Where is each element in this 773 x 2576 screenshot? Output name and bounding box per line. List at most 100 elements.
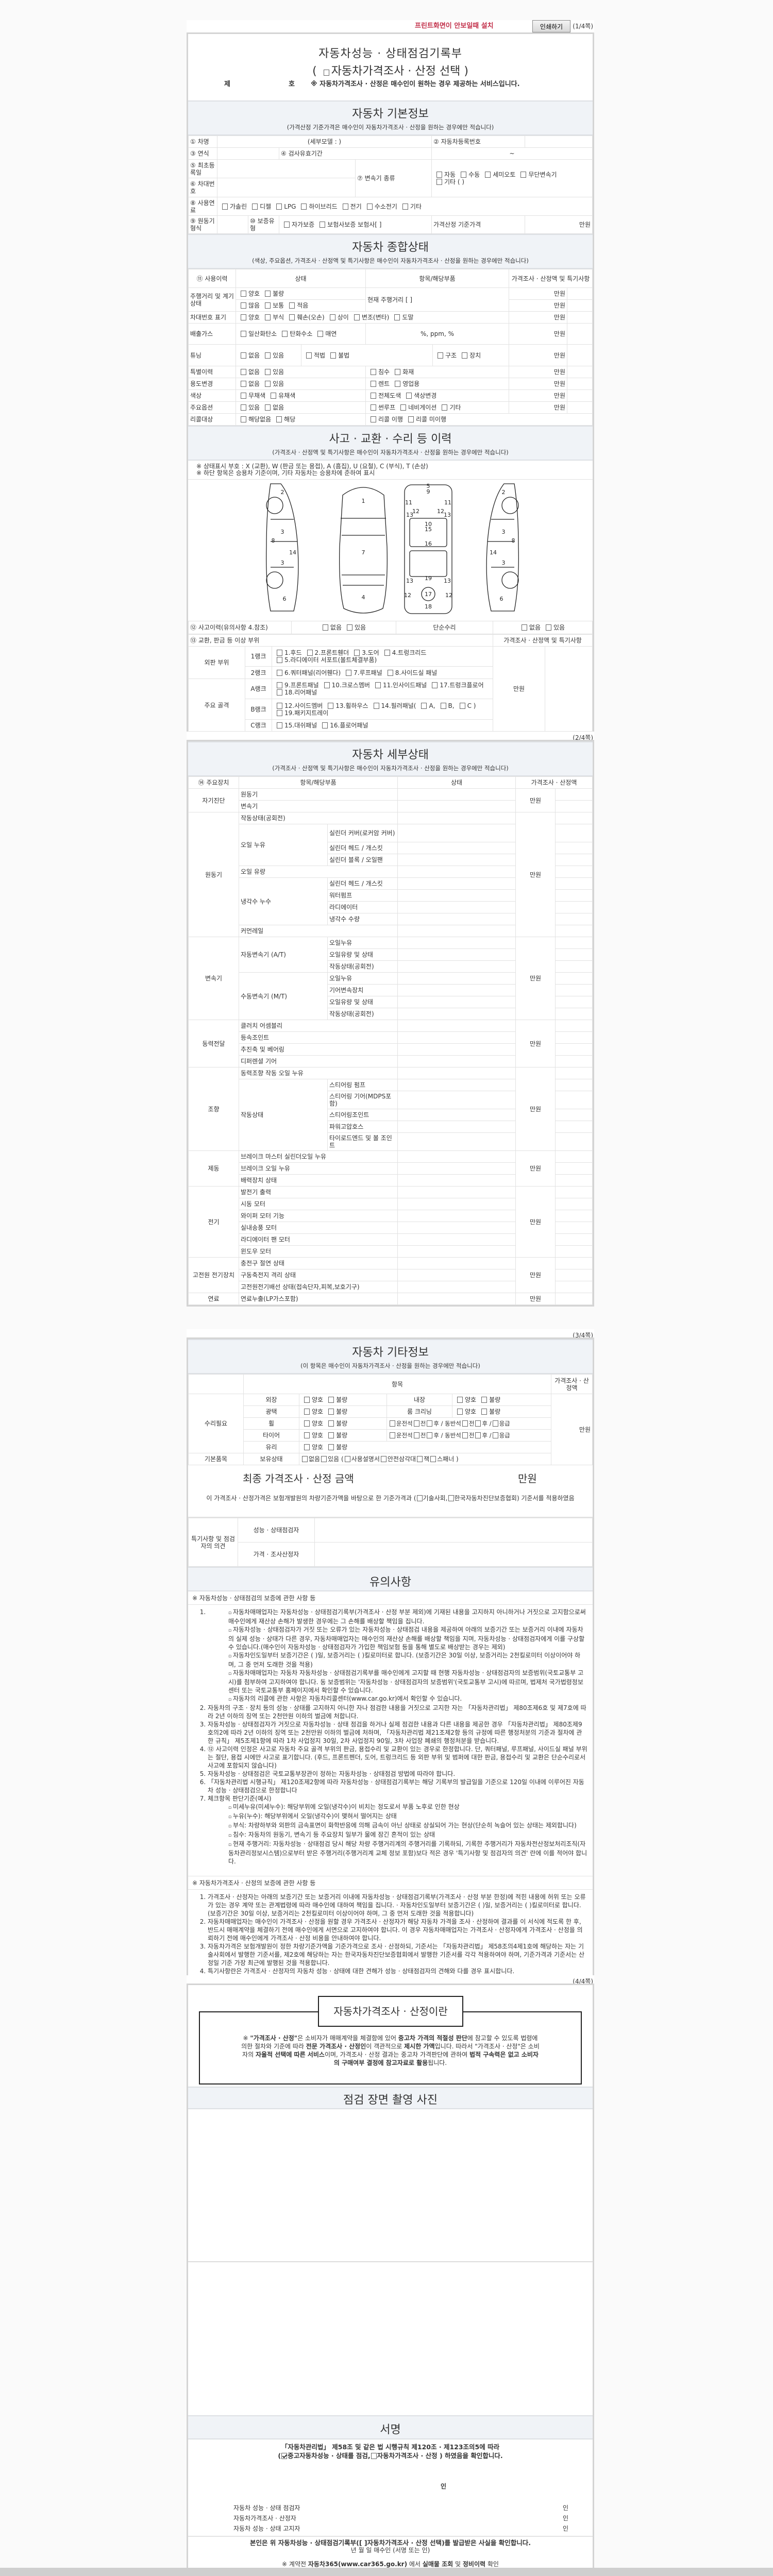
option[interactable]: 10.크로스멤버 [321, 682, 370, 689]
car-name-field[interactable]: (세부모델 : ) [216, 135, 432, 148]
option[interactable]: 가솔린 [219, 203, 247, 210]
checkbox[interactable] [241, 404, 246, 411]
note-field[interactable] [555, 824, 593, 842]
option[interactable]: 자동 [433, 171, 456, 178]
note-field[interactable] [555, 948, 593, 961]
option[interactable]: 기타 [399, 203, 422, 210]
price-field[interactable]: 만원 [509, 311, 568, 324]
option[interactable]: 4.트렁크리드 [381, 649, 426, 656]
option[interactable]: 보통 [262, 302, 284, 309]
year-field[interactable] [217, 147, 279, 160]
note-field[interactable] [555, 788, 593, 801]
checkbox[interactable] [481, 1397, 488, 1403]
option[interactable]: 리콜 미이행 [405, 416, 446, 423]
checkbox[interactable] [462, 1420, 468, 1427]
note-field[interactable] [555, 960, 593, 973]
option[interactable]: 수소전기 [364, 203, 397, 210]
note-field[interactable] [555, 1174, 593, 1187]
option[interactable]: 장치 [459, 352, 481, 359]
option[interactable]: 잭 [416, 1455, 429, 1463]
current-mileage[interactable]: 현재 주행거리 [ ] [365, 287, 510, 312]
option[interactable]: 3.도어 [351, 649, 379, 656]
checkbox[interactable] [375, 682, 381, 688]
option[interactable]: 11.인사이드패널 [372, 682, 427, 689]
option[interactable]: 전기 [340, 203, 362, 210]
checkbox[interactable] [390, 1432, 395, 1438]
option[interactable]: 후 / 동반석 [426, 1420, 461, 1427]
option[interactable]: 13.휠하우스 [325, 702, 368, 709]
checkbox[interactable] [475, 1420, 481, 1427]
option[interactable]: A, [418, 702, 435, 709]
option[interactable]: 2.프론트휀더 [304, 649, 349, 656]
option[interactable]: 없음 [238, 368, 260, 376]
inspection-checkbox[interactable] [281, 2453, 288, 2459]
option[interactable]: 네비게이션 [397, 404, 436, 411]
checkbox[interactable] [277, 657, 282, 663]
note-field[interactable] [555, 1091, 593, 1109]
price-field[interactable]: 만원 [515, 812, 556, 937]
option[interactable]: 15.대쉬패널 [274, 722, 317, 729]
checkbox[interactable] [265, 381, 271, 387]
reg-no-field[interactable] [525, 135, 593, 148]
checkbox[interactable] [277, 669, 282, 676]
checkbox[interactable] [395, 369, 401, 375]
note-field[interactable] [555, 937, 593, 949]
checkbox[interactable] [395, 381, 401, 387]
note-field[interactable] [555, 1109, 593, 1121]
note-field[interactable] [555, 1067, 593, 1079]
checkbox[interactable] [328, 702, 334, 709]
checkbox[interactable] [492, 1432, 498, 1438]
photo-slot-2[interactable] [188, 2263, 593, 2415]
checkbox[interactable] [241, 352, 246, 359]
price-field[interactable]: 만원 [515, 1020, 556, 1067]
option[interactable]: 불량 [325, 1408, 347, 1415]
checkbox[interactable] [459, 702, 465, 709]
option[interactable]: 무단변속기 [517, 171, 557, 178]
checkbox[interactable] [384, 650, 390, 656]
checkbox[interactable] [328, 1444, 334, 1450]
price-checkbox[interactable] [371, 2453, 377, 2459]
checkbox[interactable] [373, 702, 379, 709]
checkbox[interactable] [304, 1397, 310, 1403]
checkbox[interactable] [371, 393, 376, 399]
checkbox[interactable] [302, 1456, 308, 1462]
option[interactable]: B, [438, 702, 455, 709]
option[interactable]: 후 / 동반석 [426, 1432, 461, 1439]
checkbox[interactable] [328, 1420, 334, 1427]
checkbox[interactable] [277, 689, 282, 696]
note-field[interactable] [555, 800, 593, 812]
checkbox[interactable] [265, 404, 271, 411]
option[interactable]: 있음 [262, 368, 284, 376]
option[interactable]: 하이브리드 [298, 203, 338, 210]
option[interactable]: 없음 [320, 624, 342, 631]
checkbox[interactable] [366, 203, 373, 210]
option[interactable]: 양호 [454, 1408, 476, 1415]
option[interactable]: 탄화수소 [279, 330, 312, 337]
note-field[interactable] [555, 1079, 593, 1091]
note-field[interactable] [555, 1043, 593, 1056]
checkbox[interactable] [241, 369, 246, 375]
note-field[interactable] [555, 984, 593, 996]
note-field[interactable] [555, 1210, 593, 1222]
note-field[interactable] [555, 866, 593, 878]
option[interactable]: 있음 [543, 624, 565, 631]
checkbox[interactable] [406, 393, 412, 399]
checkbox[interactable] [440, 702, 446, 709]
option[interactable]: 불량 [478, 1408, 500, 1415]
checkbox[interactable] [457, 1397, 463, 1403]
checkbox[interactable] [417, 1456, 423, 1462]
print-install-notice[interactable]: 프린트화면이 안보일때 설치 [415, 22, 494, 30]
option[interactable]: 후 / [474, 1420, 492, 1427]
option[interactable]: 렌트 [367, 380, 390, 387]
note-field[interactable] [555, 1186, 593, 1198]
option[interactable]: 영업용 [392, 380, 419, 387]
option[interactable]: 있음 [262, 352, 284, 359]
checkbox[interactable] [329, 314, 335, 320]
checkbox[interactable] [328, 1409, 334, 1415]
checkbox[interactable] [304, 1409, 310, 1415]
checkbox[interactable] [252, 203, 258, 210]
checkbox[interactable] [432, 682, 438, 688]
checkbox[interactable] [277, 702, 282, 709]
checkbox[interactable] [521, 624, 527, 631]
note-field[interactable] [555, 1055, 593, 1067]
